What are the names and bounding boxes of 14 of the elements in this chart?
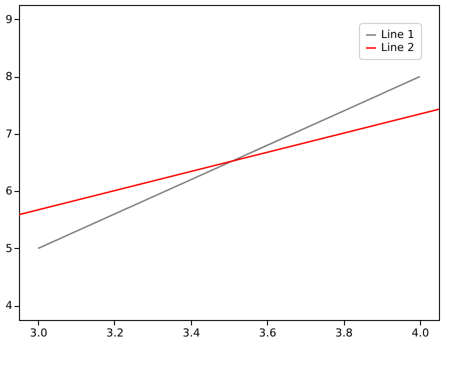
y-tick-label: 5 [6,242,12,255]
x-tick-label: 3.6 [258,326,276,340]
y-tick-label: 9 [6,12,12,26]
y-tick-label: 7 [6,127,12,140]
legend-label: Line 1 [381,28,414,41]
y-tick-label: 6 [6,184,12,198]
x-tick-label: 3.8 [335,326,353,340]
x-tick-label: 3.0 [30,326,48,340]
x-tick-label: 4.0 [412,326,430,340]
y-tick-label: 8 [6,70,12,84]
x-tick-label: 3.2 [106,326,124,340]
legend-label: Line 2 [381,41,414,54]
x-tick-label: 3.4 [182,326,200,340]
y-tick-label: 4 [6,299,12,312]
